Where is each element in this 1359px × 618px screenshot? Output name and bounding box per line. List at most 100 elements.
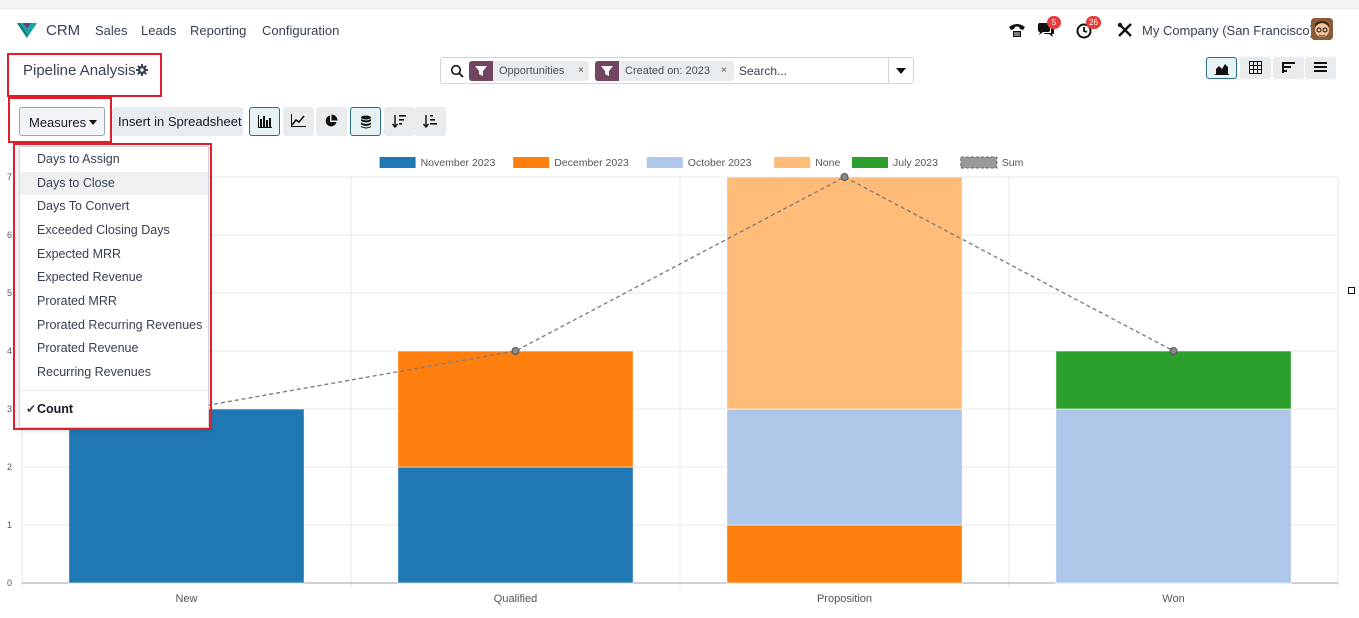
y-tick-label: 4 [7, 346, 12, 356]
measure-prorated-recurring-revenues[interactable]: Prorated Recurring Revenues [37, 318, 203, 332]
bar-segment [397, 466, 634, 584]
sort-descending-button[interactable] [384, 107, 415, 136]
measure-recurring-revenues[interactable]: Recurring Revenues [37, 365, 151, 379]
measures-dropdown: Days to Assign Days to Close Days To Con… [19, 146, 209, 428]
area-chart-icon [1215, 64, 1229, 75]
measure-expected-revenue[interactable]: Expected Revenue [37, 270, 143, 284]
legend-label: July 2023 [893, 157, 938, 169]
legend-swatch [774, 157, 811, 168]
pipeline-bar-chart: 0 1 2 3 4 5 6 7 New Qualified Proposition Won Novemb… [7, 156, 1339, 605]
measure-exceeded-closing-days[interactable]: Exceeded Closing Days [37, 223, 170, 237]
legend-label: None [815, 157, 840, 169]
menu-reporting[interactable]: Reporting [190, 23, 247, 38]
crm-logo-icon[interactable] [16, 21, 38, 39]
legend-label: October 2023 [688, 157, 752, 169]
top-navbar: CRM Sales Leads Reporting Configuration … [0, 10, 1359, 50]
phone-icon[interactable] [1007, 20, 1027, 40]
x-tick-label: Qualified [494, 593, 537, 605]
menu-leads[interactable]: Leads [141, 23, 177, 38]
dropdown-divider [20, 390, 208, 391]
bar-segment [1055, 408, 1292, 584]
measure-prorated-revenue[interactable]: Prorated Revenue [37, 341, 139, 355]
measure-prorated-mrr[interactable]: Prorated MRR [37, 294, 117, 308]
database-stack-icon [361, 115, 371, 129]
filter-icon [595, 61, 619, 81]
filter-icon [469, 61, 493, 81]
bar-chart-button[interactable] [249, 107, 280, 136]
sum-point [511, 347, 520, 355]
view-graph-button[interactable] [1206, 57, 1237, 79]
activity-badge: 26 [1086, 16, 1101, 29]
bar-segment [726, 408, 963, 526]
search-options-toggle[interactable] [888, 58, 913, 83]
chart-area: 0 1 2 3 4 5 6 7 New Qualified Proposition Won Novemb… [0, 147, 1359, 618]
title-highlight-box [7, 53, 162, 97]
chat-icon[interactable]: 5 [1036, 16, 1061, 40]
stacked-toggle-button[interactable] [350, 107, 381, 136]
legend-label: Sum [1002, 157, 1024, 169]
bar-segment [1055, 350, 1292, 410]
y-tick-label: 3 [7, 404, 12, 414]
facet-label: Opportunities [499, 65, 565, 77]
check-icon: ✔ [26, 402, 37, 416]
measure-count[interactable]: ✔ Count [20, 398, 208, 421]
tools-icon[interactable] [1115, 20, 1135, 40]
app-brand[interactable]: CRM [46, 22, 81, 39]
company-switcher[interactable]: My Company (San Francisco) [1142, 23, 1314, 38]
legend-swatch [379, 157, 416, 168]
facet-opportunities[interactable]: Opportunities × [469, 61, 589, 81]
menu-configuration[interactable]: Configuration [262, 23, 340, 38]
facet-created-on[interactable]: Created on: 2023 × [595, 61, 734, 81]
sort-descending-icon [392, 115, 406, 128]
sum-point [840, 173, 849, 181]
activity-clock-icon[interactable]: 26 [1075, 16, 1101, 40]
caret-down-icon [896, 68, 906, 74]
legend-swatch [646, 157, 683, 168]
measure-days-to-assign[interactable]: Days to Assign [37, 152, 120, 166]
pie-chart-icon [325, 114, 338, 127]
legend-label: December 2023 [554, 157, 629, 169]
pie-chart-button[interactable] [316, 107, 347, 136]
line-chart-button[interactable] [283, 107, 314, 136]
search-bar[interactable]: Opportunities × Created on: 2023 × [440, 57, 914, 84]
browser-top-strip [0, 0, 1359, 9]
view-pivot-button[interactable] [1240, 57, 1271, 79]
gear-icon[interactable] [136, 64, 148, 76]
facet-remove-button[interactable]: × [578, 65, 584, 76]
table-icon [1249, 61, 1262, 74]
view-list-button[interactable] [1305, 57, 1336, 79]
y-tick-label: 6 [7, 230, 12, 240]
measures-highlight-box [8, 97, 112, 143]
bar-chart-icon [258, 115, 272, 128]
x-tick-label: New [175, 593, 197, 605]
measure-expected-mrr[interactable]: Expected MRR [37, 247, 122, 261]
legend-swatch [960, 156, 998, 169]
measure-count-label: Count [37, 402, 74, 416]
y-tick-label: 0 [7, 578, 12, 588]
caret-down-icon [89, 120, 97, 125]
resize-handle[interactable] [1348, 287, 1355, 294]
measures-button[interactable]: Measures [19, 107, 105, 136]
x-tick-label: Won [1162, 593, 1184, 605]
chat-badge: 5 [1047, 16, 1061, 29]
x-tick-label: Proposition [817, 593, 872, 605]
search-input[interactable] [739, 61, 889, 81]
y-tick-label: 5 [7, 288, 12, 298]
sort-ascending-button[interactable] [415, 107, 446, 136]
sort-ascending-icon [423, 115, 437, 128]
user-avatar[interactable] [1311, 18, 1333, 40]
page-title: Pipeline Analysis [23, 62, 136, 79]
measure-days-to-convert[interactable]: Days To Convert [37, 199, 130, 213]
search-icon [450, 64, 464, 78]
view-cohort-button[interactable] [1273, 57, 1304, 79]
facet-remove-button[interactable]: × [721, 65, 727, 76]
y-tick-label: 2 [7, 462, 12, 472]
line-chart-icon [291, 114, 306, 127]
insert-in-spreadsheet-button[interactable]: Insert in Spreadsheet [112, 107, 243, 136]
menu-sales[interactable]: Sales [95, 23, 128, 38]
bar-segment [397, 350, 634, 468]
legend-swatch [513, 157, 550, 168]
measure-days-to-close[interactable]: Days to Close [20, 172, 208, 195]
legend-label: November 2023 [421, 157, 496, 169]
list-icon [1314, 62, 1327, 72]
